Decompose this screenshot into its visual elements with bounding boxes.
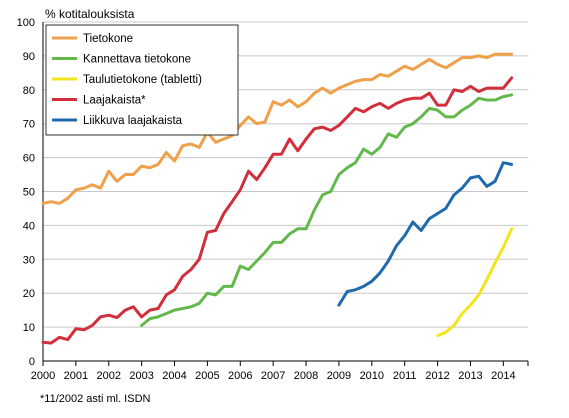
legend-label: Taulutietokone (tabletti) <box>83 74 202 86</box>
y-tick-label: 90 <box>23 51 35 63</box>
legend: Tietokone Kannettava tietokone Taulutietok… <box>45 24 239 136</box>
y-tick-label: 60 <box>23 153 35 165</box>
x-tick-label: 2003 <box>129 370 153 382</box>
x-tick-label: 2007 <box>261 370 285 382</box>
series-line-taulutietokone-tabletti <box>436 227 514 338</box>
y-tick-label: 40 <box>23 220 35 232</box>
x-tick-label: 2002 <box>97 370 121 382</box>
y-axis-label: % kotitalouksista <box>45 7 135 21</box>
x-tick-labels: 2000 2001 2002 2003 2004 2005 2006 2007 2008 2009… <box>31 370 516 382</box>
x-tick-label: 2013 <box>458 370 482 382</box>
x-tick-label: 2000 <box>31 370 55 382</box>
y-tick-label: 20 <box>23 288 35 300</box>
x-tick-label: 2009 <box>327 370 351 382</box>
series-line-tietokone <box>41 52 514 205</box>
x-tick-label: 2010 <box>360 370 384 382</box>
series-line-laajakaista <box>41 76 514 345</box>
x-tick-label: 2008 <box>294 370 318 382</box>
y-tick-label: 10 <box>23 322 35 334</box>
series-line-liikkuva-laajakaista <box>337 161 514 307</box>
series-line-kannettava-tietokone <box>140 93 514 327</box>
y-tick-label: 80 <box>23 85 35 97</box>
x-tick-label: 2001 <box>64 370 88 382</box>
x-tick-label: 2014 <box>491 370 515 382</box>
y-tick-labels: 0 10 20 30 40 50 60 70 80 90 100 <box>17 17 35 368</box>
x-tick-label: 2011 <box>393 370 417 382</box>
legend-label: Laajakaista* <box>83 95 146 107</box>
y-tick-label: 0 <box>29 356 35 368</box>
footnote: *11/2002 asti ml. ISDN <box>40 393 151 405</box>
legend-label: Kannettava tietokone <box>83 54 191 66</box>
x-tick-label: 2012 <box>425 370 449 382</box>
legend-box <box>45 24 239 136</box>
y-tick-label: 100 <box>17 17 35 29</box>
x-tick-label: 2006 <box>228 370 252 382</box>
y-tick-label: 50 <box>23 187 35 199</box>
axes <box>42 22 529 366</box>
x-tick-label: 2005 <box>195 370 219 382</box>
y-tick-label: 30 <box>23 254 35 266</box>
data-series <box>41 52 514 345</box>
legend-label: Liikkuva laajakaista <box>83 115 183 127</box>
legend-label: Tietokone <box>83 33 133 45</box>
y-tick-label: 70 <box>23 119 35 131</box>
x-tick-label: 2004 <box>162 370 186 382</box>
